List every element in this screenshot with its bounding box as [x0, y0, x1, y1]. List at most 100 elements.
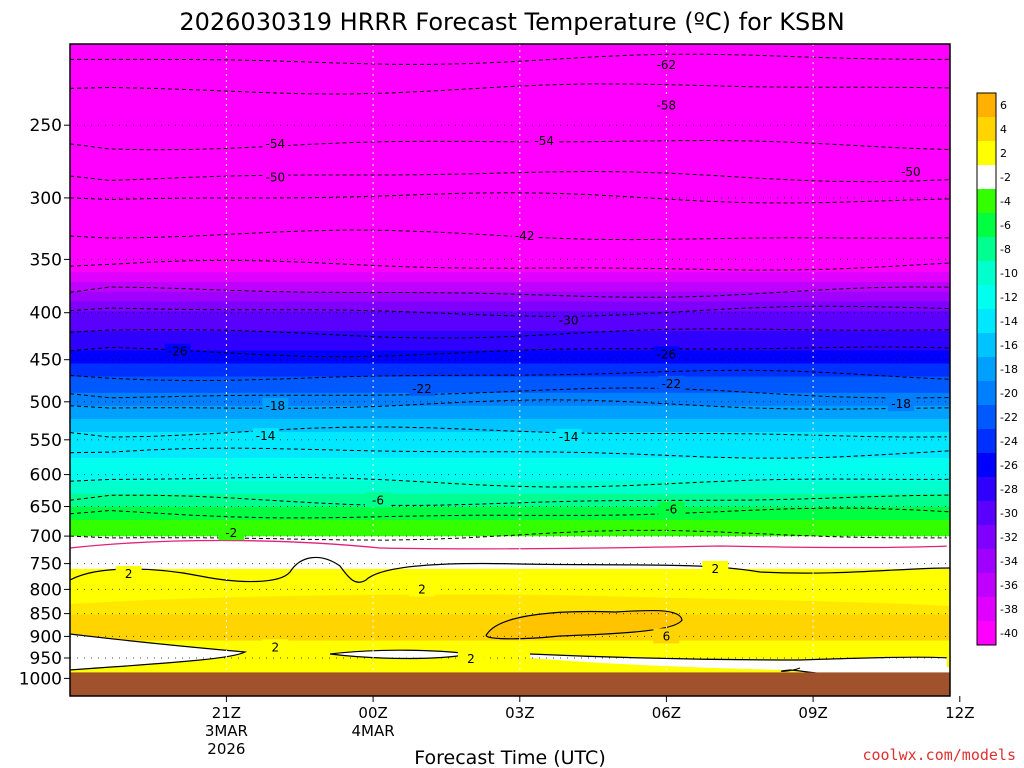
y-tick-label: 550: [30, 431, 62, 451]
temperature-band: [70, 298, 950, 303]
temperature-band: [70, 311, 950, 316]
colorbar-label: 2: [1000, 147, 1007, 160]
temperature-band: [70, 167, 950, 172]
temperature-band: [70, 451, 950, 456]
temperature-band: [70, 640, 950, 645]
colorbar-swatch: [977, 309, 996, 334]
temperature-band: [70, 79, 950, 84]
temperature-band: [70, 278, 950, 283]
contour-label: -54: [265, 137, 285, 151]
temperature-band: [70, 500, 950, 505]
colorbar-swatch: [977, 285, 996, 310]
temperature-band: [70, 249, 950, 254]
temperature-band: [70, 402, 950, 407]
temperature-band: [70, 490, 950, 495]
temperature-band: [70, 105, 950, 110]
temperature-band: [70, 334, 950, 339]
temperature-band: [70, 591, 950, 596]
temperature-band: [70, 268, 950, 273]
temperature-band: [70, 92, 950, 97]
temperature-band: [70, 474, 950, 479]
temperature-band: [70, 376, 950, 381]
temperature-band: [70, 578, 950, 583]
temperature-band: [70, 223, 950, 228]
temperature-band: [70, 330, 950, 335]
temperature-band: [70, 193, 950, 198]
temperature-band: [70, 210, 950, 215]
colorbar-label: -22: [1000, 411, 1018, 424]
temperature-band: [70, 86, 950, 91]
colorbar-swatch: [977, 165, 996, 190]
colorbar-swatch: [977, 477, 996, 502]
colorbar-swatch: [977, 597, 996, 622]
temperature-band: [70, 180, 950, 185]
colorbar-swatch: [977, 261, 996, 286]
contour-label-bg: [946, 431, 950, 447]
temperature-band: [70, 317, 950, 322]
temperature-band: [70, 467, 950, 472]
contour-label-bg: [946, 652, 950, 668]
temperature-band: [70, 171, 950, 176]
temperature-band: [70, 151, 950, 156]
temperature-band: [70, 239, 950, 244]
temperature-band: [70, 60, 950, 65]
temperature-band: [70, 281, 950, 286]
temperature-band: [70, 272, 950, 277]
cold-pocket-near-surface: [70, 634, 245, 670]
y-tick-label: 250: [30, 116, 62, 136]
temperature-band: [70, 187, 950, 192]
temperature-band: [70, 141, 950, 146]
temperature-band: [70, 471, 950, 476]
temperature-band: [70, 132, 950, 136]
contour-label: -2: [954, 538, 966, 552]
contour-label-bg: [252, 428, 279, 444]
contour-label-bg: [511, 228, 538, 243]
contour-line: [70, 139, 950, 151]
temperature-band: [70, 236, 950, 241]
temperature-band: [70, 242, 950, 247]
temperature-band: [70, 529, 950, 534]
x-tick-label: 03Z: [505, 704, 534, 722]
temperature-band: [70, 506, 950, 511]
temperature-contours: [70, 53, 950, 689]
contour-label: 2: [467, 652, 475, 666]
y-tick-label: 750: [30, 555, 62, 575]
contour-label: -30: [559, 314, 579, 328]
temperature-band: [70, 643, 950, 648]
contour-label-bg: [115, 566, 142, 582]
temperature-band: [70, 405, 950, 410]
contour-labels: -62-58-54 -54 -54-50 -50-42-30-26 -26-22 -22-…: [115, 57, 966, 668]
colorbar-label: -28: [1000, 483, 1018, 496]
temperature-band: [70, 487, 950, 492]
temperature-band: [70, 458, 950, 462]
freezing-contour: [70, 539, 950, 550]
temperature-band: [70, 660, 950, 665]
contour-label-bg: [409, 581, 435, 597]
contour-line: [70, 494, 950, 506]
temperature-band: [70, 154, 950, 159]
temperature-band: [70, 265, 950, 270]
colorbar-swatch: [977, 381, 996, 406]
temperature-band: [70, 321, 950, 326]
temperature-band: [70, 304, 950, 309]
contour-label-bg: [653, 57, 680, 72]
temperature-band: [70, 135, 950, 140]
colorbar-label: -36: [1000, 579, 1018, 592]
colorbar-label: -10: [1000, 267, 1018, 280]
temperature-band: [70, 575, 950, 580]
temperature-band: [70, 568, 950, 573]
contour-label: -18: [265, 399, 285, 413]
y-tick-label: 700: [30, 527, 62, 547]
temperature-band: [70, 47, 950, 52]
temperature-band: [70, 559, 950, 564]
temperature-band: [70, 356, 950, 361]
temperature-band: [70, 484, 950, 489]
temperature-band: [70, 53, 950, 58]
contour-label-bg: [702, 560, 729, 576]
temperature-band: [70, 128, 950, 133]
temperature-band: [70, 343, 950, 348]
y-tick-label: 600: [30, 466, 62, 486]
temperature-band: [70, 386, 950, 391]
temperature-band: [70, 585, 950, 590]
